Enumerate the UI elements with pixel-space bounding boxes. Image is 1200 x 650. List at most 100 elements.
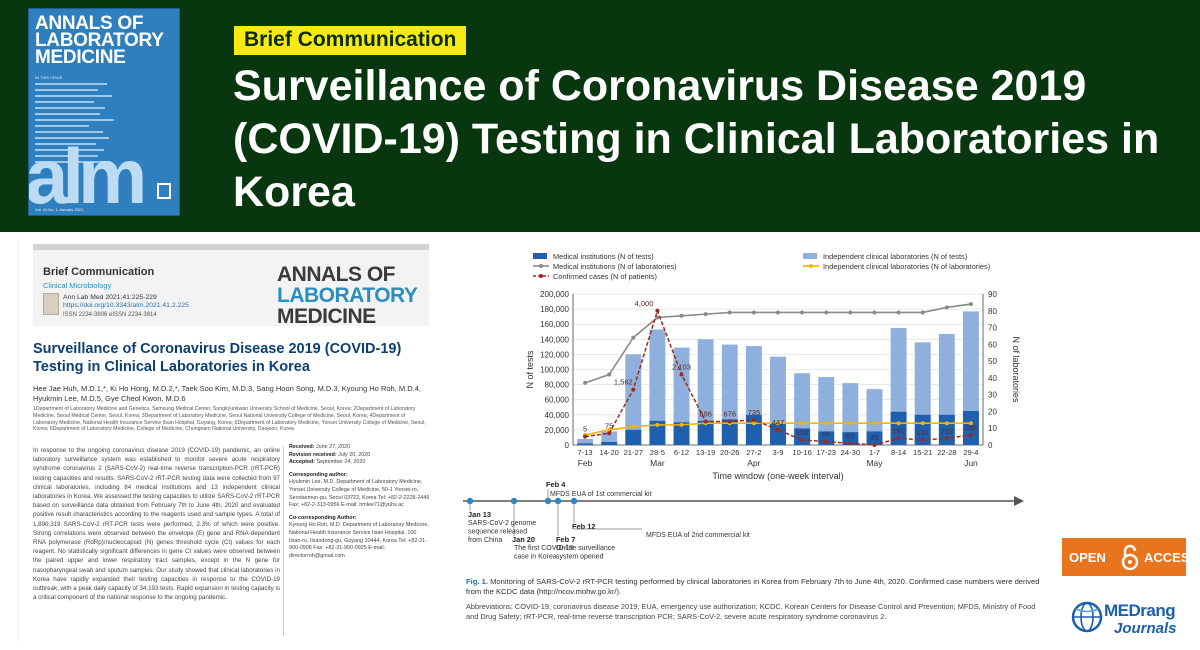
independent-labs-point <box>776 421 780 426</box>
bar-medical-tests <box>697 420 714 445</box>
case-count-label: 181 <box>892 426 905 435</box>
medical-labs-point <box>944 305 949 310</box>
confirmed-cases-point <box>776 427 780 432</box>
timeline-date: Jan 20 <box>512 535 535 544</box>
bar-independent-tests <box>577 438 594 445</box>
confirmed-cases-point <box>727 419 732 424</box>
legend-label: Independent clinical laboratories (N of … <box>823 252 967 261</box>
medical-labs-point <box>631 335 636 340</box>
confirmed-cases-point <box>751 417 756 422</box>
y-tick-label: 160,000 <box>540 320 569 329</box>
x-tick-label: 14-20 <box>599 448 618 457</box>
y2-tick-label: 70 <box>988 324 997 333</box>
timeline-description: SARS-CoV-2 genome <box>468 520 536 527</box>
open-access-badge[interactable]: OPEN ACCESS <box>1062 538 1198 576</box>
case-count-label: 696 <box>699 410 712 419</box>
y-tick-label: 20,000 <box>545 426 570 435</box>
case-count-label: 63 <box>846 431 854 440</box>
bar-medical-tests <box>962 411 979 445</box>
legend-swatch <box>533 253 547 259</box>
medrang-journals-logo[interactable]: MEDrang Journals <box>1070 598 1192 642</box>
cover-footer: Vol. 41 No. 1 January 2021 <box>35 207 84 212</box>
paper-journal-logo: ANNALS OF LABORATORY MEDICINE <box>277 263 418 328</box>
x-tick-label: 6-12 <box>674 448 689 457</box>
case-count-label: 131 <box>916 428 929 437</box>
month-label: Apr <box>747 458 760 468</box>
case-count-label: 4,000 <box>635 299 654 308</box>
confirmed-cases-point <box>655 308 660 313</box>
y-tick-label: 0 <box>565 441 570 450</box>
legend-marker <box>539 264 543 268</box>
case-count-label: 735 <box>748 408 761 417</box>
x-axis-title: Time window (one-week interval) <box>712 471 843 481</box>
bar-independent-tests <box>842 383 859 445</box>
cover-contents-lines <box>35 83 125 167</box>
bar-medical-tests <box>794 428 811 445</box>
timeline-description: system opened <box>556 554 604 561</box>
paper-cover-thumbnail <box>43 293 59 315</box>
y-tick-label: 60,000 <box>545 396 570 405</box>
globe-icon <box>1071 601 1103 633</box>
timeline-description: case in Korea <box>514 554 557 561</box>
paper-citation: Ann Lab Med 2021;41:225-229 https://doi.… <box>63 294 189 309</box>
legend-label: Independent clinical laboratories (N of … <box>823 262 990 271</box>
legend-marker <box>539 274 543 278</box>
timeline-description: from China <box>468 537 502 544</box>
confirmed-cases-point <box>703 419 708 424</box>
medical-labs-point <box>896 310 901 315</box>
timeline-description: The first COVID-19 <box>514 545 574 552</box>
y2-tick-label: 50 <box>988 357 997 366</box>
bar-independent-tests <box>673 347 690 445</box>
y-tick-label: 80,000 <box>545 381 570 390</box>
figure-1: 0 20,000 40,000 60,000 80,000 100,000 120,000 1… <box>458 250 1046 646</box>
confirmed-cases-point <box>968 432 973 437</box>
case-count-label: 676 <box>724 410 737 419</box>
y-tick-label: 140,000 <box>540 335 569 344</box>
case-count-label: 45 <box>870 433 878 442</box>
bar-medical-tests <box>649 420 666 445</box>
x-tick-label: 7-13 <box>577 448 592 457</box>
case-count-label: 285 <box>965 423 978 432</box>
bar-independent-tests <box>794 373 811 445</box>
timeline-date: Feb 4 <box>546 480 566 489</box>
open-lock-icon <box>1121 544 1139 570</box>
independent-labs-point <box>655 422 660 427</box>
confirmed-cases-point <box>824 439 829 444</box>
testing-chart: 0 20,000 40,000 60,000 80,000 100,000 120,000 1… <box>463 252 1024 561</box>
x-tick-label: 3-9 <box>773 448 784 457</box>
x-tick-label: 21-27 <box>624 448 643 457</box>
journal-cover-image[interactable]: ANNALS OF LABORATORY MEDICINE IN THIS IS… <box>28 8 180 216</box>
bar-independent-tests <box>697 339 714 445</box>
medical-labs-point <box>727 310 732 315</box>
confirmed-cases-point <box>607 431 612 436</box>
timeline-description: Online surveillance <box>556 545 615 552</box>
timeline-arrow <box>1014 496 1024 506</box>
paper-first-page-preview[interactable]: Brief Communication Clinical Microbiolog… <box>18 238 436 642</box>
confirmed-cases-point <box>920 437 925 442</box>
medical-labs-point <box>583 380 588 385</box>
confirmed-cases-point <box>848 441 853 446</box>
case-count-label: 5 <box>583 425 587 434</box>
paper-abstract: In response to the ongoing coronavirus d… <box>33 447 280 602</box>
legend-marker <box>809 264 813 268</box>
paper-title: Surveillance of Coronavirus Disease 2019… <box>33 341 402 375</box>
legend-label: Confirmed cases (N of patients) <box>553 272 657 281</box>
month-label: Mar <box>650 458 665 468</box>
medical-labs-point <box>824 310 829 315</box>
confirmed-cases-point <box>631 387 636 392</box>
paper-authors: Hee Jae Huh, M.D.1,*, Ki Ho Hong, M.D.2,… <box>33 384 421 403</box>
medical-labs-point <box>607 372 612 377</box>
y2-axis-title: N of laboratories <box>1011 336 1021 403</box>
paper-affiliations: 1Department of Laboratory Medicine and G… <box>33 406 426 433</box>
bar-medical-tests <box>745 414 762 445</box>
paper-article-type: Brief Communication <box>43 266 155 278</box>
x-tick-label: 15-21 <box>913 448 932 457</box>
cover-in-this-issue: IN THIS ISSUE <box>35 75 63 80</box>
case-count-label: 89 <box>822 430 830 439</box>
paper-issn: ISSN 2234-3806 eISSN 2234-3814 <box>63 312 157 318</box>
bar-medical-tests <box>601 441 618 445</box>
bar-independent-tests <box>649 329 666 445</box>
month-label: Feb <box>578 458 593 468</box>
bar-independent-tests <box>866 389 883 445</box>
case-count-label: 2,103 <box>672 363 691 372</box>
